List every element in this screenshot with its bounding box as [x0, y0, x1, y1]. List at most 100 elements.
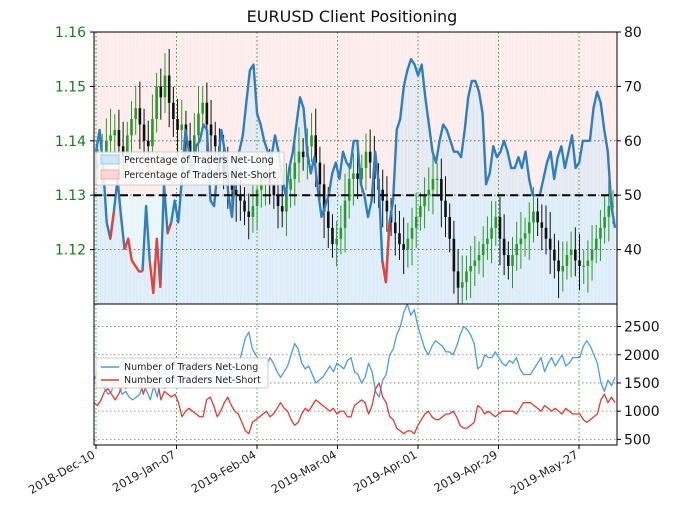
candle-body [469, 265, 472, 272]
right-axis-ticks: 80 70 60 50 40 [617, 25, 642, 259]
right-tick-label: 80 [624, 25, 642, 41]
candle-body [548, 238, 552, 250]
candle-body [460, 282, 464, 288]
candle-body [251, 206, 255, 217]
candle-body [561, 265, 565, 272]
candle-body [364, 151, 368, 168]
bottom-right-axis-ticks: 2500 2000 1500 1000 500 [617, 320, 660, 448]
candle-body [540, 222, 544, 228]
bottom-grid [94, 304, 617, 445]
top-legend: Percentage of Traders Net-Long Percentag… [95, 151, 285, 186]
candle-body [234, 189, 238, 196]
x-axis-date-ticks: 2018-Dec-10 2019-Jan-07 2019-Feb-04 2019-Ma… [26, 445, 581, 497]
candle-body [159, 86, 163, 98]
candle-body [134, 108, 137, 120]
candle-body [507, 255, 510, 266]
candle-body [109, 135, 112, 141]
count-net-short-line [94, 376, 616, 435]
candle-body [440, 178, 443, 201]
right-tick-label: 60 [624, 134, 642, 150]
candle-body [205, 102, 209, 125]
candle-body [230, 184, 234, 190]
candle-body [435, 178, 439, 180]
candle-body [486, 238, 489, 245]
top-legend-box [95, 151, 285, 186]
candle-body [406, 238, 410, 250]
candle-body [105, 140, 108, 152]
candle-body [456, 271, 460, 288]
chart-title: EURUSD Client Positioning [247, 7, 458, 26]
legend-swatch-net-long [100, 154, 120, 165]
candle-body [553, 249, 556, 261]
bottom-right-tick-label: 1500 [624, 376, 660, 392]
bottom-panel-frame [93, 303, 618, 446]
candle-body [151, 119, 154, 147]
candle-body [213, 135, 217, 147]
candle-body [410, 227, 414, 239]
candle-body [557, 260, 560, 272]
candle-body [519, 238, 523, 245]
candle-body [511, 255, 514, 266]
bottom-legend-box [95, 357, 269, 389]
candle-body [586, 260, 590, 266]
candle-body [490, 227, 493, 239]
candle-body [402, 244, 405, 250]
candle-body [352, 173, 355, 179]
candle-body [527, 222, 531, 234]
candle-body [331, 227, 334, 245]
candle-body [188, 140, 192, 152]
candle-body [599, 227, 602, 239]
right-tick-label: 40 [624, 243, 642, 259]
net-long-fill [96, 59, 615, 304]
candle-body [444, 200, 447, 217]
candle-body [172, 102, 175, 120]
candle-body [502, 238, 506, 256]
candle-body [393, 222, 397, 234]
candle-body [523, 233, 527, 239]
candle-body [197, 113, 200, 136]
candle-body [293, 162, 297, 179]
candle-body [427, 189, 431, 196]
bottom-right-tick-label: 1000 [624, 404, 660, 420]
bottom-right-tick-label: 500 [624, 432, 651, 448]
x-tick-label: 2019-Apr-29 [431, 447, 500, 495]
candle-body [594, 238, 598, 250]
bottom-legend: Number of Traders Net-Long Number of Tra… [95, 357, 269, 389]
left-axis-ticks: 1.16 1.15 1.14 1.13 1.12 [55, 25, 94, 259]
candle-body [117, 129, 121, 147]
x-tick-label: 2019-Jan-07 [110, 447, 178, 494]
candle-body [356, 173, 359, 179]
candle-body [414, 216, 418, 228]
candle-body [347, 178, 351, 201]
candle-body [368, 151, 372, 163]
bottom-right-tick-label: 2500 [624, 320, 660, 336]
x-tick-label: 2019-May-27 [508, 447, 581, 497]
candle-body [201, 102, 204, 114]
candle-body [193, 135, 196, 152]
candle-body [339, 227, 343, 239]
candle-body [335, 238, 338, 245]
left-tick-label: 1.12 [55, 243, 86, 259]
candle-body [419, 206, 422, 217]
top-panel: 1.16 1.15 1.14 1.13 1.12 80 70 60 50 40 Percenta… [55, 25, 642, 305]
candle-body [360, 168, 364, 179]
candle-body [498, 216, 502, 239]
legend-label-count-short: Number of Traders Net-Short [124, 375, 261, 386]
right-tick-label: 50 [624, 188, 642, 204]
candle-body [481, 244, 485, 256]
candle-body [322, 184, 326, 212]
net-short-percent-line [109, 211, 391, 295]
bottom-right-tick-label: 2000 [624, 348, 660, 364]
candle-body [565, 255, 569, 266]
candle-body [603, 216, 606, 228]
bottom-panel: 2500 2000 1500 1000 500 Number of Traders Ne… [93, 303, 660, 448]
candle-body [473, 260, 477, 266]
candle-body [611, 206, 615, 208]
x-tick-label: 2018-Dec-10 [26, 447, 97, 496]
candle-body [247, 211, 251, 217]
candle-body [130, 119, 133, 136]
candle-body [142, 124, 146, 141]
candle-body [494, 216, 498, 228]
candle-body [314, 135, 318, 163]
candle-body [574, 249, 577, 261]
